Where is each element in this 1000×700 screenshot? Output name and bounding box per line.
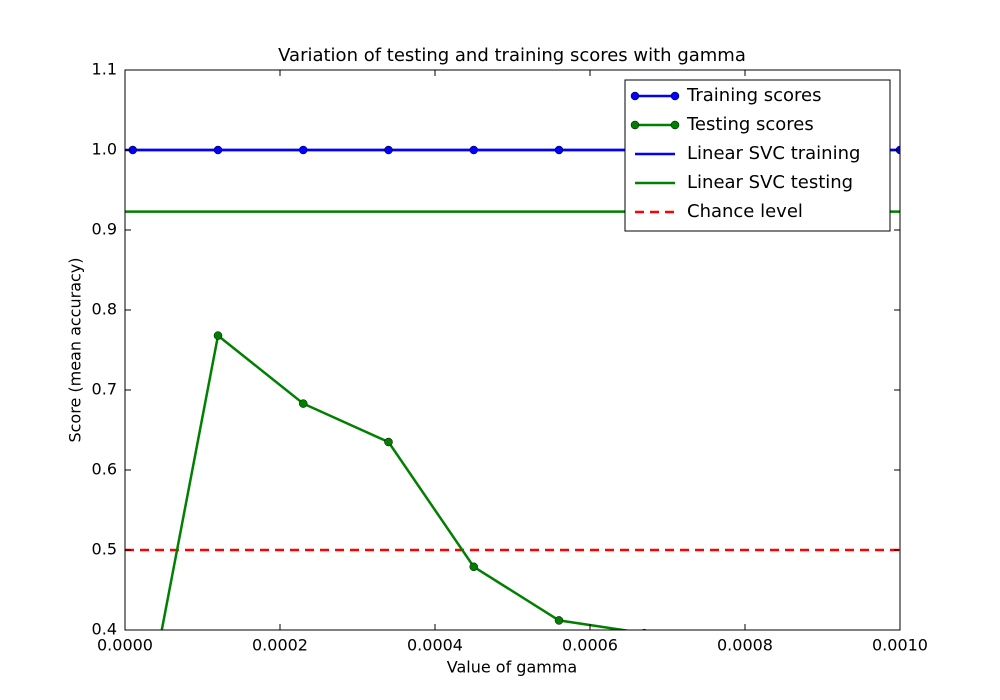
legend-marker <box>670 120 680 130</box>
x-tick-label: 0.0010 <box>872 636 928 655</box>
legend-label: Testing scores <box>686 114 814 135</box>
legend-label: Linear SVC training <box>687 143 860 164</box>
data-point <box>469 562 478 572</box>
series-line <box>160 333 632 630</box>
plot-frame <box>124 69 901 631</box>
legend-marker <box>670 91 680 101</box>
y-tick-label: 0.8 <box>92 300 117 319</box>
data-point <box>896 658 904 666</box>
legend: Training scores Testing scores Linear SVC … <box>624 79 891 232</box>
y-tick-label: 0.4 <box>92 620 117 639</box>
y-tick-label: 1.0 <box>92 140 117 159</box>
legend-marker <box>630 120 640 130</box>
data-point <box>384 437 393 447</box>
axes: 0.4 0.5 0.6 0.7 0.8 0.9 1.0 1.1 0.0000 0.0002 0.00… <box>92 60 928 655</box>
x-tick-label: 0.0000 <box>97 636 153 655</box>
y-tick-label: 0.7 <box>92 380 117 399</box>
data-point <box>469 145 478 155</box>
data-point <box>299 145 308 155</box>
data-point <box>213 145 223 155</box>
y-tick-label: 1.1 <box>92 60 117 79</box>
y-tick-label: 0.9 <box>92 220 117 239</box>
legend-label: Chance level <box>687 201 803 222</box>
x-tick-label: 0.0002 <box>252 636 308 655</box>
y-tick-label: 0.6 <box>92 460 117 479</box>
x-tick-label: 0.0004 <box>407 636 463 655</box>
data-point <box>554 145 564 155</box>
y-tick-label: 0.5 <box>92 540 117 559</box>
x-axis-label: Value of gamma <box>447 658 577 677</box>
y-axis-label: Score (mean accuracy) <box>66 257 85 442</box>
legend-label: Training scores <box>686 85 822 106</box>
legend-box <box>624 79 891 232</box>
legend-marker <box>630 91 640 101</box>
data-point <box>299 399 308 408</box>
data-point <box>213 331 223 340</box>
data-point <box>811 650 819 658</box>
x-tick-label: 0.0008 <box>717 636 773 655</box>
data-point <box>384 145 393 155</box>
x-tick-label: 0.0006 <box>562 636 618 655</box>
chart-title: Variation of testing and training scores… <box>278 45 746 66</box>
data-point <box>554 616 564 625</box>
legend-label: Linear SVC testing <box>687 172 853 193</box>
